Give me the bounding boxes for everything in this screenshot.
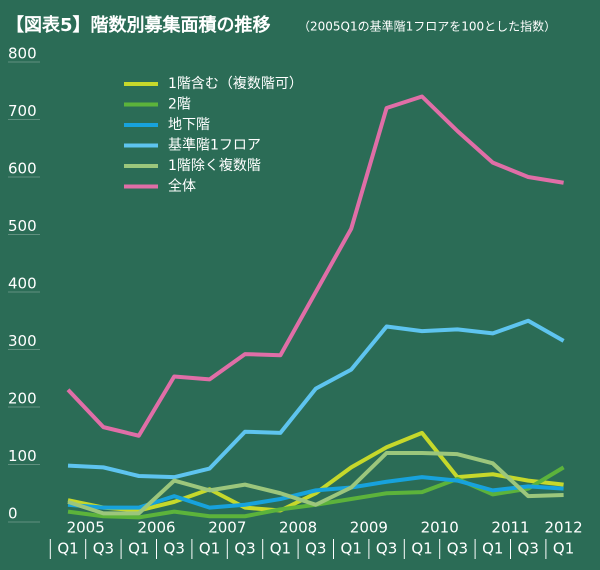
year-label: 2011 [491,519,529,537]
y-tick-label: 500 [8,217,37,235]
year-label: 2007 [208,519,246,537]
legend-label: 1階除く複数階 [168,157,261,174]
x-tick-label: Q1 [411,540,432,558]
y-tick-label: 100 [8,447,37,465]
x-tick-label: Q1 [482,540,503,558]
year-label: 2009 [350,519,388,537]
x-tick-label: Q3 [447,540,468,558]
line [67,318,565,480]
legend-label: 地下階 [168,117,210,133]
x-tick-label: Q1 [57,540,78,558]
y-tick-label: 400 [8,275,37,293]
x-tick-label: Q1 [553,540,574,558]
x-tick-label: Q3 [305,540,326,558]
y-tick-label: 700 [8,102,37,120]
x-tick-label: Q3 [234,540,255,558]
x-tick-label: Q1 [199,540,220,558]
x-tick-label: Q3 [376,540,397,558]
year-label: 2010 [421,519,459,537]
y-tick-label: 0 [8,505,18,523]
line [67,430,564,513]
y-tick-label: 300 [8,332,37,350]
legend-label: 全体 [168,178,196,195]
year-label: 2008 [279,519,317,537]
year-label: 2005 [67,519,105,537]
y-tick-label: 200 [8,390,37,408]
chart-subtitle: （2005Q1の基準階1フロアを100とした指数） [298,19,556,34]
chart-title: 【図表5】階数別募集面積の推移 [6,14,271,36]
y-tick-label: 800 [8,45,37,63]
x-tick-label: Q1 [341,540,362,558]
line [67,451,564,516]
line [66,94,564,438]
x-tick-label: Q3 [164,540,185,558]
legend-label: 基準階1フロア [168,137,261,154]
x-tick-label: Q1 [270,540,291,558]
year-label: 2006 [137,519,175,537]
legend-label: 1階含む（複数階可） [168,75,303,92]
y-tick-label: 600 [8,160,37,178]
x-tick-label: Q3 [518,540,539,558]
x-tick-label: Q3 [93,540,114,558]
legend-label: 2階 [168,97,191,113]
x-tick-label: Q1 [128,540,149,558]
year-label: 2012 [545,519,583,537]
